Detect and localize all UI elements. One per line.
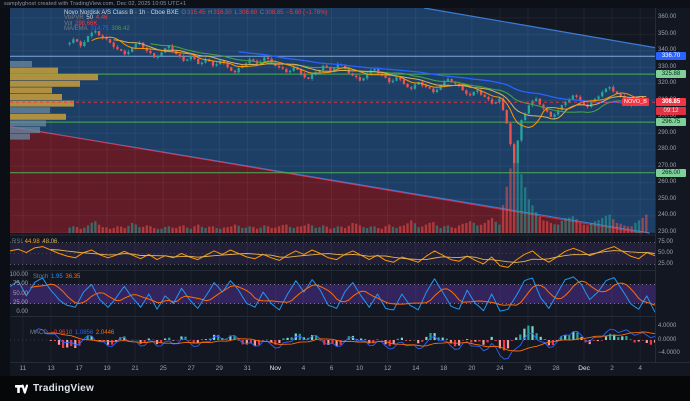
tradingview-logo-icon <box>15 383 28 394</box>
footer-bar: TradingView <box>0 376 690 401</box>
tradingview-logo-text: TradingView <box>33 383 94 394</box>
price-scale[interactable] <box>655 8 690 362</box>
left-margin <box>0 8 10 376</box>
watermark-text: samplyghost created with TradingView.com… <box>4 1 187 7</box>
watermark-bar: samplyghost created with TradingView.com… <box>0 0 690 8</box>
time-scale[interactable] <box>0 362 690 377</box>
tradingview-logo[interactable]: TradingView <box>14 382 94 396</box>
